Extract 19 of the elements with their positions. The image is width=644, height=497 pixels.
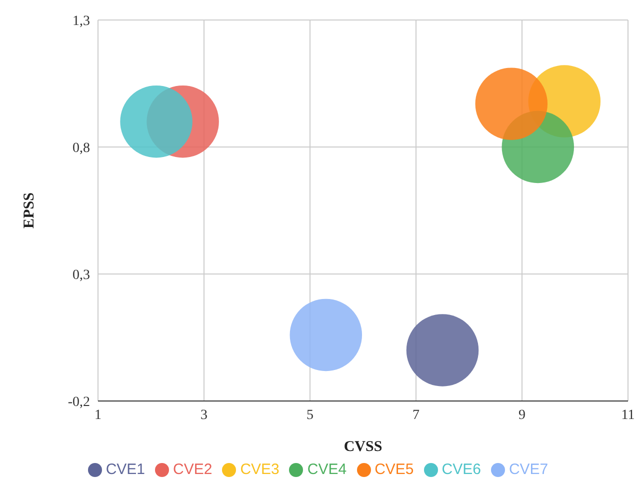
x-axis-title: CVSS [344,439,382,455]
legend-label: CVE2 [173,461,212,478]
x-tick-label: 1 [94,408,102,423]
legend-label: CVE3 [240,461,280,478]
legend-label: CVE1 [106,461,146,478]
x-tick-label: 5 [306,408,314,423]
y-tick-label: 0,8 [72,140,90,156]
x-tick-label: 9 [518,408,526,423]
y-tick-label: -0,2 [68,394,90,410]
y-tick-label: 1,3 [72,14,90,29]
x-tick-label: 3 [200,408,208,423]
x-tick-label: 7 [412,408,420,423]
x-tick-label: 11 [621,408,635,423]
y-axis-title: EPSS [21,192,38,228]
y-tick-label: 0,3 [72,268,90,283]
legend-label: CVE7 [508,461,548,478]
legend-label: CVE5 [374,461,414,478]
legend-label: CVE4 [307,461,347,478]
legend-label: CVE6 [442,461,481,478]
